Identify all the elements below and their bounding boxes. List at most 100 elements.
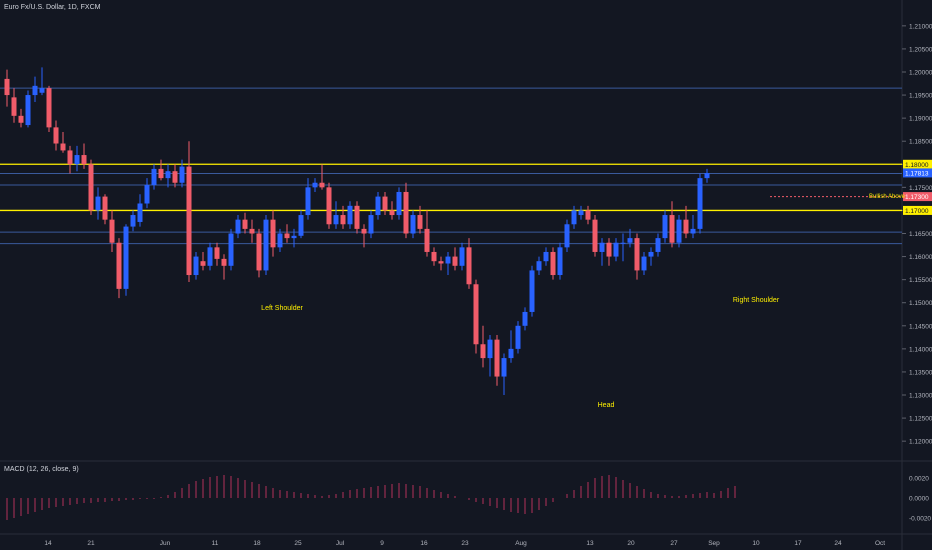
candle-up — [501, 358, 507, 377]
macd-title: MACD (12, 26, close, 9) — [4, 466, 79, 473]
candle-down — [172, 171, 178, 183]
time-tick-label: 20 — [627, 540, 635, 547]
candle-down — [326, 187, 332, 225]
macd-axis-label: -0.0020 — [909, 516, 931, 523]
candle-down — [242, 219, 248, 229]
time-tick-label: Aug — [515, 540, 527, 547]
candle-up — [144, 185, 150, 204]
price-badge — [903, 205, 932, 215]
candle-up — [277, 233, 283, 248]
time-tick-label: 27 — [670, 540, 678, 547]
candle-up — [207, 247, 213, 266]
candle-up — [263, 219, 269, 271]
price-tick-label: 1.20500 — [909, 46, 932, 53]
candle-down — [256, 233, 262, 271]
candle-up — [697, 178, 703, 229]
candle-down — [382, 196, 388, 211]
candle-up — [368, 215, 374, 234]
candle-down — [494, 339, 500, 377]
candle-down — [158, 168, 164, 179]
candle-down — [270, 219, 276, 248]
price-tick-label: 1.14000 — [909, 346, 932, 353]
candle-down — [249, 228, 255, 234]
candle-up — [613, 242, 619, 257]
price-tick-label: 1.15500 — [909, 277, 932, 284]
candle-up — [291, 235, 297, 239]
candle-down — [669, 215, 675, 243]
price-tick-label: 1.19500 — [909, 93, 932, 100]
candle-down — [340, 215, 346, 225]
candle-up — [410, 215, 416, 234]
time-tick-label: Jun — [160, 540, 171, 547]
candle-down — [81, 155, 87, 165]
candle-down — [60, 143, 66, 151]
left-shoulder-label: Left Shoulder — [261, 305, 303, 312]
candle-up — [655, 238, 661, 252]
candle-down — [683, 219, 689, 234]
candle-up — [529, 270, 535, 312]
candle-up — [179, 166, 185, 183]
candle-down — [438, 261, 444, 264]
candle-up — [648, 251, 654, 257]
candle-down — [606, 242, 612, 257]
candle-up — [641, 256, 647, 271]
candle-up — [312, 182, 318, 188]
time-tick-label: 16 — [420, 540, 428, 547]
candle-up — [235, 219, 241, 234]
candle-down — [634, 238, 640, 271]
candle-down — [18, 115, 24, 123]
time-tick-label: 18 — [253, 540, 261, 547]
price-badge — [903, 192, 932, 202]
candle-up — [74, 155, 80, 165]
head-label: Head — [598, 402, 615, 409]
candle-up — [522, 311, 528, 326]
candle-up — [151, 168, 157, 186]
candle-down — [585, 210, 591, 220]
candle-up — [676, 219, 682, 243]
candle-up — [704, 173, 710, 179]
candle-up — [39, 88, 45, 93]
time-tick-label: 11 — [212, 540, 219, 547]
candle-up — [543, 251, 549, 262]
candle-down — [186, 166, 192, 276]
candle-down — [221, 258, 227, 266]
price-badge — [903, 168, 932, 178]
price-badge-label: 1.18000 — [905, 162, 929, 169]
candle-up — [193, 256, 199, 276]
time-tick-label: 17 — [794, 540, 802, 547]
candle-down — [200, 261, 206, 266]
candle-down — [389, 210, 395, 216]
candle-up — [627, 238, 633, 243]
candle-up — [123, 226, 129, 289]
price-tick-label: 1.12000 — [909, 439, 932, 446]
time-tick-label: 14 — [44, 540, 52, 547]
right-shoulder-label: Right Shoulder — [733, 297, 780, 304]
candle-down — [11, 97, 17, 116]
candle-up — [32, 85, 38, 96]
candle-up — [564, 224, 570, 248]
candle-down — [480, 344, 486, 359]
candle-up — [578, 210, 584, 216]
time-tick-label: Sep — [708, 540, 720, 547]
candle-up — [662, 215, 668, 239]
candle-down — [46, 88, 52, 128]
candle-down — [67, 150, 73, 165]
candle-up — [130, 215, 136, 227]
price-tick-label: 1.19000 — [909, 116, 932, 123]
macd-axis-label: 0.0000 — [909, 496, 929, 503]
candle-up — [690, 228, 696, 234]
candle-down — [550, 251, 556, 276]
candle-down — [354, 205, 360, 229]
candle-up — [557, 247, 563, 276]
time-tick-label: 24 — [834, 540, 842, 547]
candle-down — [466, 247, 472, 285]
candle-down — [4, 78, 10, 96]
candle-down — [214, 247, 220, 259]
price-tick-label: 1.16500 — [909, 231, 932, 238]
price-badge-label: 1.17300 — [905, 194, 929, 201]
price-tick-label: 1.21000 — [909, 23, 932, 30]
candle-up — [347, 205, 353, 225]
price-tick-label: 1.16000 — [909, 254, 932, 261]
candle-down — [361, 228, 367, 234]
